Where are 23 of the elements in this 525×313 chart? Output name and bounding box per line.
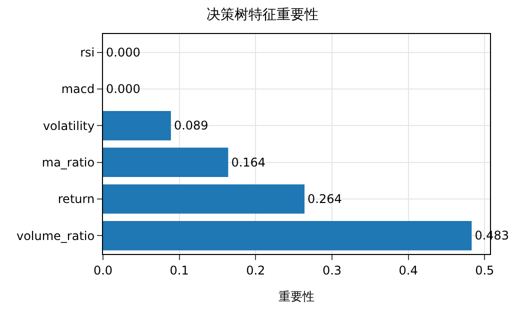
data-label: 0.264: [308, 192, 342, 206]
x-tick-label: 0.2: [246, 263, 266, 278]
data-label: 0.000: [106, 82, 140, 96]
bar: [103, 148, 228, 177]
x-tick-label: 0.3: [322, 263, 342, 278]
y-tick-label: ma_ratio: [42, 156, 95, 170]
x-tick-label: 0.4: [398, 263, 418, 278]
data-label: 0.000: [106, 45, 140, 60]
data-label: 0.164: [231, 155, 266, 170]
chart-title: 决策树特征重要性: [206, 7, 318, 24]
bar: [103, 111, 171, 140]
y-tick-label: volume_ratio: [16, 228, 95, 243]
y-tick-label: return: [58, 192, 95, 206]
bar: [103, 221, 472, 250]
data-label: 0.089: [174, 118, 208, 133]
y-tick-label: volatility: [42, 118, 95, 133]
x-tick-label: 0.0: [93, 263, 113, 278]
x-axis-title: 重要性: [278, 289, 314, 304]
x-tick-label: 0.1: [170, 263, 189, 278]
bar: [103, 184, 305, 214]
x-tick-label: 0.5: [475, 263, 494, 278]
y-tick-label: rsi: [80, 46, 95, 60]
y-tick-label: macd: [61, 82, 95, 96]
